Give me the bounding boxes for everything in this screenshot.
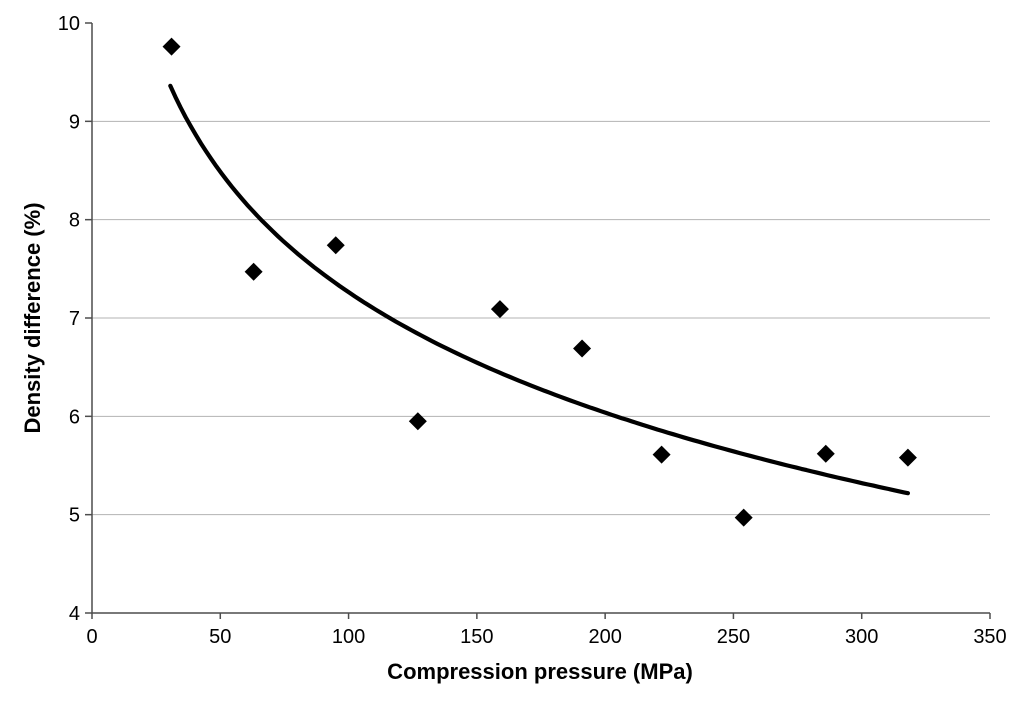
x-tick-label-150: 150 bbox=[460, 626, 493, 648]
data-point-marker-7 bbox=[734, 508, 753, 527]
y-tick-label-8: 8 bbox=[69, 210, 80, 232]
y-tick-label-7: 7 bbox=[69, 308, 80, 330]
y-tick-label-9: 9 bbox=[69, 111, 80, 133]
x-tick-label-250: 250 bbox=[717, 626, 750, 648]
data-point-marker-8 bbox=[816, 444, 835, 463]
y-axis-title: Density difference (%) bbox=[20, 202, 45, 434]
y-tick-label-5: 5 bbox=[69, 505, 80, 527]
y-tick-label-6: 6 bbox=[69, 406, 80, 428]
data-point-marker-3 bbox=[408, 412, 427, 431]
x-axis-title: Compression pressure (MPa) bbox=[387, 659, 693, 684]
x-tick-label-0: 0 bbox=[86, 626, 97, 648]
data-point-marker-1 bbox=[244, 262, 263, 281]
x-tick-label-50: 50 bbox=[209, 626, 231, 648]
x-tick-label-300: 300 bbox=[845, 626, 878, 648]
data-point-marker-5 bbox=[573, 339, 592, 358]
x-tick-label-350: 350 bbox=[973, 626, 1006, 648]
x-tick-label-100: 100 bbox=[332, 626, 365, 648]
data-point-marker-4 bbox=[490, 300, 509, 319]
trendline bbox=[168, 83, 911, 496]
data-point-marker-6 bbox=[652, 445, 671, 464]
data-point-marker-2 bbox=[326, 236, 345, 255]
x-tick-label-200: 200 bbox=[588, 626, 621, 648]
data-point-marker-0 bbox=[162, 37, 181, 56]
y-tick-label-4: 4 bbox=[69, 603, 80, 625]
y-tick-label-10: 10 bbox=[58, 13, 80, 35]
data-point-marker-9 bbox=[898, 448, 917, 467]
